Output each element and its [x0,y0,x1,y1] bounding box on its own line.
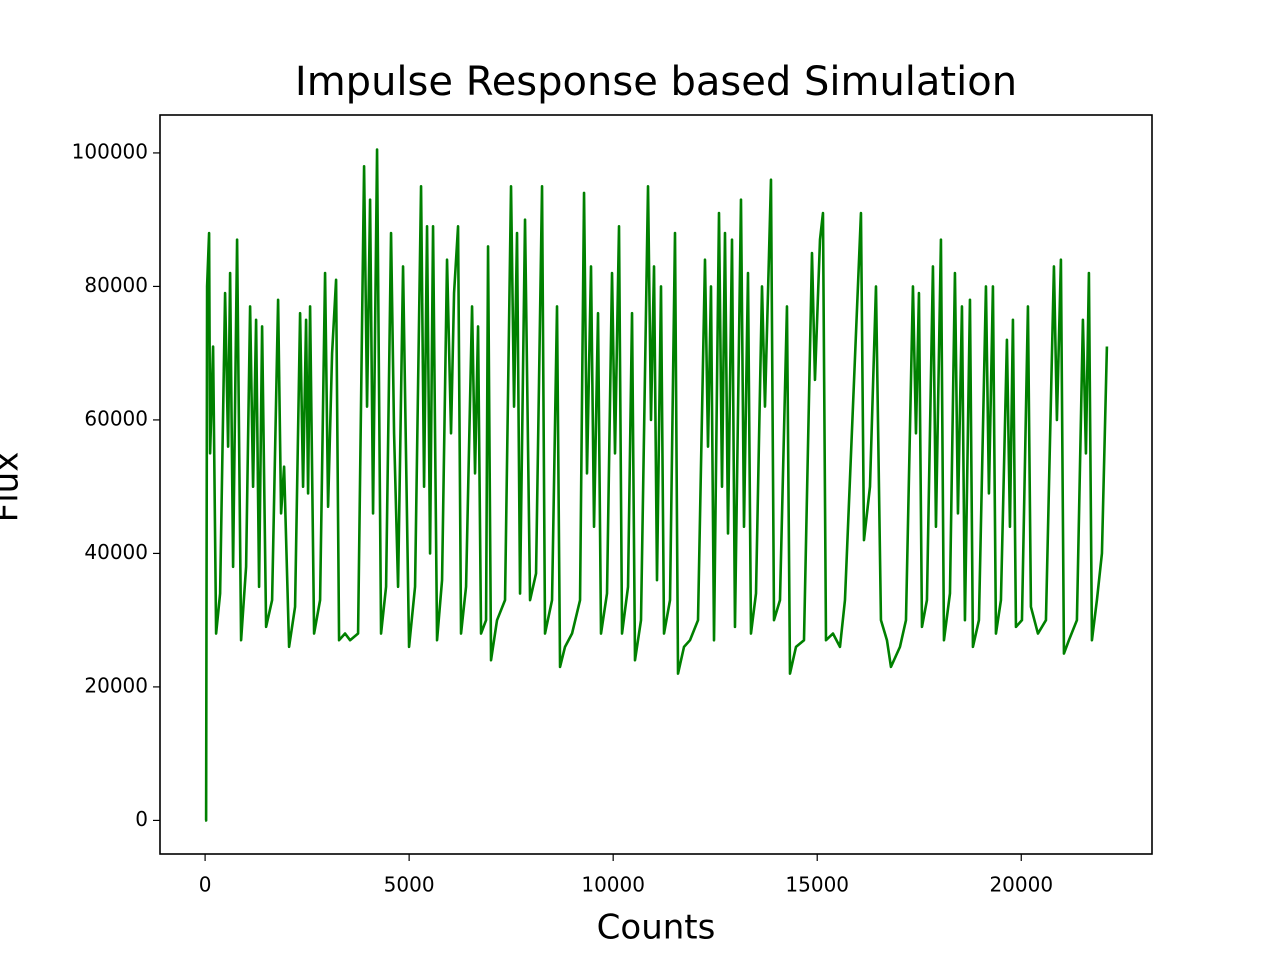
y-tick-label: 60000 [84,406,148,430]
data-line [204,148,1109,822]
y-tick-label: 0 [135,807,148,831]
y-axis-label: Flux [0,452,27,523]
y-tick-label: 100000 [72,139,148,163]
x-axis-label: Counts [597,908,716,948]
x-tick-label: 0 [199,873,212,897]
plot-frame [159,114,1153,855]
y-tick-label: 20000 [84,673,148,697]
y-tick-label: 40000 [84,540,148,564]
chart-title: Impulse Response based Simulation [295,59,1017,105]
y-tick-label: 80000 [84,273,148,297]
x-tick-label: 5000 [384,873,435,897]
x-tick-label: 15000 [785,873,849,897]
x-tick-label: 20000 [989,873,1053,897]
x-tick-label: 10000 [581,873,645,897]
